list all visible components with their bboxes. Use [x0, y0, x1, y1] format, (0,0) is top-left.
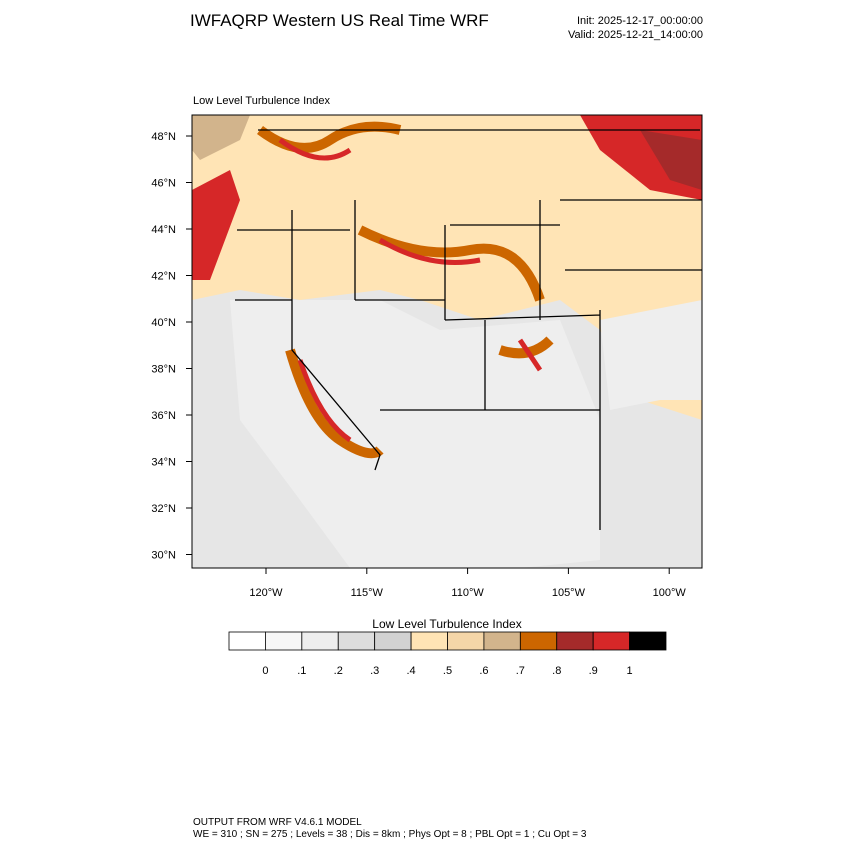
map-field	[191, 114, 703, 569]
colorbar-label: 1	[627, 665, 633, 677]
field-ridge	[257, 121, 554, 459]
colorbar-box	[556, 631, 594, 651]
main-title: IWFAQRP Western US Real Time WRF	[190, 11, 489, 30]
colorbar-box	[410, 631, 448, 651]
colorbar-label: .7	[516, 665, 525, 677]
colorbar-label: .8	[552, 665, 561, 677]
colorbar-label: .5	[443, 665, 452, 677]
lat-label: 34°N	[151, 457, 176, 469]
map-title: Low Level Turbulence Index	[193, 95, 330, 107]
field-gray	[230, 300, 600, 568]
lat-label: 44°N	[151, 224, 176, 236]
colorbar-box	[519, 631, 558, 651]
colorbar-label: .1	[297, 665, 306, 677]
field-red	[192, 170, 240, 280]
lon-label: 105°W	[552, 587, 586, 599]
colorbar-label: .2	[334, 665, 343, 677]
lat-label: 30°N	[151, 550, 176, 562]
colorbar-label: 0	[262, 665, 268, 677]
colorbar-box	[265, 631, 303, 651]
colorbar-box	[228, 631, 266, 651]
lat-label: 36°N	[151, 410, 176, 422]
lat-label: 40°N	[151, 317, 176, 329]
colorbar-box	[629, 631, 667, 651]
colorbar-box	[374, 631, 412, 651]
field-brown	[640, 130, 702, 190]
lat-labels: 48°N 46°N 44°N 42°N 40°N 38°N 36°N 34°N 32°N 30°N	[151, 131, 192, 562]
map-frame	[191, 114, 703, 569]
colorbar-box	[301, 631, 339, 651]
lat-label: 42°N	[151, 271, 176, 283]
lon-labels: 120°W 115°W 110°W 105°W 100°W	[249, 568, 686, 599]
colorbar-box	[447, 631, 485, 651]
field-ridge	[278, 137, 543, 443]
valid-time: Valid: 2025-12-21_14:00:00	[568, 29, 703, 41]
colorbar-box	[337, 631, 376, 651]
colorbar-box	[592, 631, 630, 651]
lon-label: 120°W	[249, 587, 283, 599]
lat-label: 46°N	[151, 178, 176, 190]
colorbar-label: .3	[370, 665, 379, 677]
state-borders	[235, 129, 702, 530]
colorbar-label: .9	[589, 665, 598, 677]
colorbar-title: Low Level Turbulence Index	[372, 617, 521, 631]
colorbar: 0 .1 .2 .3 .4 .5 .6 .7 .8 .9 1	[228, 631, 667, 677]
footer-line: WE = 310 ; SN = 275 ; Levels = 38 ; Dis …	[193, 829, 587, 840]
colorbar-box	[483, 631, 521, 651]
lat-label: 38°N	[151, 364, 176, 376]
field-gray	[600, 300, 702, 410]
field-beige	[192, 115, 702, 420]
lon-label: 100°W	[653, 587, 687, 599]
colorbar-label: .6	[479, 665, 488, 677]
lat-label: 32°N	[151, 503, 176, 515]
lon-label: 110°W	[451, 587, 484, 599]
init-time: Init: 2025-12-17_00:00:00	[577, 15, 703, 27]
colorbar-label: .4	[406, 665, 415, 677]
lat-label: 48°N	[151, 131, 176, 143]
footer-line: OUTPUT FROM WRF V4.6.1 MODEL	[193, 817, 362, 828]
lon-label: 115°W	[351, 587, 384, 599]
field-tan	[192, 115, 250, 160]
